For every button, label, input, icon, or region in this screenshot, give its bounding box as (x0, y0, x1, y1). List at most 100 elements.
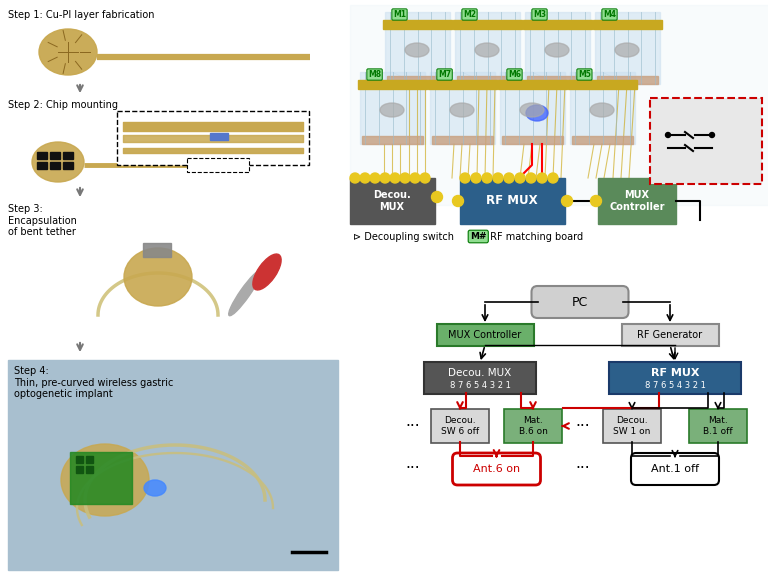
Ellipse shape (380, 103, 404, 117)
Bar (63, 151, 73, 158)
Bar (432, 136, 493, 144)
Text: M1: M1 (393, 10, 406, 19)
Text: M#: M# (470, 232, 486, 241)
Text: 8 7 6 5 4 3 2 1: 8 7 6 5 4 3 2 1 (449, 381, 511, 389)
FancyBboxPatch shape (603, 409, 661, 443)
Text: Decou.
SW 6 off: Decou. SW 6 off (441, 416, 479, 435)
Bar (598, 178, 676, 224)
Bar (50, 161, 60, 169)
Circle shape (515, 173, 525, 183)
Text: RF Generator: RF Generator (637, 330, 703, 340)
Circle shape (360, 173, 370, 183)
Bar (502, 136, 563, 144)
Text: Step 4:
Thin, pre-curved wireless gastric
optogenetic implant: Step 4: Thin, pre-curved wireless gastri… (14, 366, 174, 399)
Bar (570, 72, 635, 144)
Text: MUX
Controller: MUX Controller (609, 190, 665, 212)
Text: M2: M2 (463, 10, 476, 19)
Bar (428, 80, 497, 89)
Text: 8 7 6 5 4 3 2 1: 8 7 6 5 4 3 2 1 (644, 381, 706, 389)
Circle shape (452, 195, 464, 207)
Bar (385, 12, 450, 84)
Ellipse shape (405, 43, 429, 57)
Bar (457, 76, 518, 84)
Circle shape (526, 173, 536, 183)
Bar (86, 456, 93, 463)
Ellipse shape (666, 132, 670, 138)
Text: M8: M8 (368, 70, 381, 79)
Bar (362, 136, 423, 144)
Circle shape (380, 173, 390, 183)
FancyBboxPatch shape (117, 111, 309, 165)
Bar (387, 76, 448, 84)
Text: Step 1: Cu-PI layer fabrication: Step 1: Cu-PI layer fabrication (8, 10, 154, 20)
Text: RF MUX: RF MUX (486, 195, 538, 207)
Ellipse shape (229, 270, 261, 316)
Text: M4: M4 (603, 10, 616, 19)
Bar (572, 136, 633, 144)
Ellipse shape (615, 43, 639, 57)
Ellipse shape (144, 480, 166, 496)
Bar (500, 72, 565, 144)
Text: ···: ··· (406, 461, 420, 476)
Ellipse shape (475, 43, 499, 57)
Ellipse shape (39, 29, 97, 75)
FancyBboxPatch shape (187, 158, 249, 172)
Ellipse shape (124, 248, 192, 306)
Bar (568, 80, 637, 89)
Ellipse shape (520, 103, 544, 117)
Bar (525, 12, 590, 84)
Bar (210, 133, 228, 140)
Bar (358, 80, 427, 89)
FancyBboxPatch shape (452, 453, 541, 485)
FancyBboxPatch shape (431, 409, 489, 443)
Text: M3: M3 (533, 10, 546, 19)
Circle shape (471, 173, 481, 183)
Text: Decou. Cap: Decou. Cap (680, 164, 732, 173)
Bar (430, 72, 495, 144)
Bar (37, 161, 47, 169)
Ellipse shape (545, 43, 569, 57)
Bar (523, 20, 592, 29)
Circle shape (420, 173, 430, 183)
Text: M6: M6 (508, 70, 521, 79)
FancyBboxPatch shape (621, 324, 719, 346)
Bar (76, 466, 83, 473)
Bar (50, 151, 60, 158)
Bar (597, 76, 658, 84)
Circle shape (350, 173, 360, 183)
Text: M7: M7 (438, 70, 451, 79)
Circle shape (390, 173, 400, 183)
Bar (70, 452, 132, 504)
FancyBboxPatch shape (689, 409, 747, 443)
Circle shape (548, 173, 558, 183)
Bar (8, 360, 338, 570)
Ellipse shape (253, 254, 281, 290)
Ellipse shape (61, 444, 149, 516)
FancyBboxPatch shape (531, 286, 628, 318)
FancyBboxPatch shape (650, 98, 762, 184)
Bar (76, 456, 83, 463)
FancyBboxPatch shape (609, 362, 741, 394)
Bar (63, 161, 73, 169)
Text: Decou.
MUX: Decou. MUX (373, 190, 411, 212)
Bar (453, 20, 522, 29)
Ellipse shape (590, 103, 614, 117)
Circle shape (460, 173, 470, 183)
Text: Decou.
SW 1 on: Decou. SW 1 on (614, 416, 650, 435)
Text: Ant.1 off: Ant.1 off (651, 464, 699, 474)
Text: MUX Controller: MUX Controller (449, 330, 521, 340)
Bar (143, 243, 171, 257)
Bar (498, 80, 567, 89)
Bar (593, 20, 662, 29)
Bar (383, 20, 452, 29)
Bar (455, 12, 520, 84)
Text: RF MUX: RF MUX (650, 368, 699, 378)
Text: SW4: SW4 (694, 104, 718, 114)
FancyBboxPatch shape (631, 453, 719, 485)
Bar (595, 12, 660, 84)
Text: ···: ··· (406, 419, 420, 434)
Ellipse shape (710, 132, 714, 138)
Text: Ant.6 on: Ant.6 on (473, 464, 520, 474)
Text: M5: M5 (578, 70, 591, 79)
Text: Decou. MUX: Decou. MUX (449, 368, 511, 378)
